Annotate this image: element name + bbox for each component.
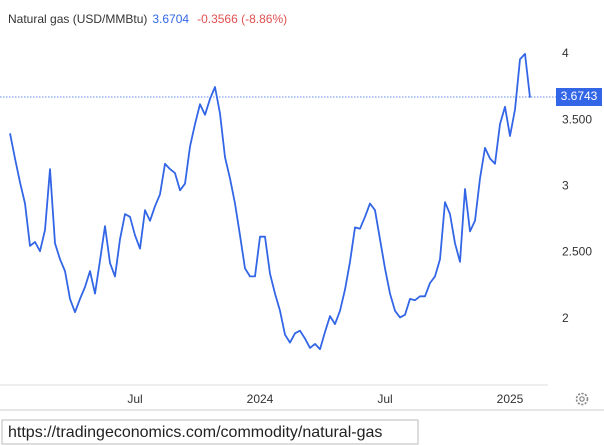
x-tick-label: 2024 <box>247 392 274 406</box>
gear-teeth[interactable] <box>575 392 589 406</box>
source-box <box>1 419 419 445</box>
y-tick-label: 2.500 <box>562 245 592 259</box>
y-tick-label: 3 <box>562 178 569 192</box>
settings-icon[interactable] <box>575 392 589 406</box>
x-tick-label: Jul <box>377 392 392 406</box>
last-price: 3.6704 <box>152 12 189 26</box>
gear-hub[interactable] <box>579 396 585 402</box>
y-tick-label: 4 <box>562 46 569 60</box>
y-tick-label: 3.500 <box>562 112 592 126</box>
x-tick-label: Jul <box>127 392 142 406</box>
last-value-box <box>556 88 602 107</box>
x-tick-label: 2025 <box>497 392 524 406</box>
price-line <box>9 53 531 351</box>
source-url: https://tradingeconomics.com/commodity/n… <box>8 424 382 441</box>
title: Natural gas (USD/MMBtu) <box>8 12 147 26</box>
y-tick-label: 2 <box>562 311 569 325</box>
last-value-label: 3.6743 <box>561 89 598 103</box>
price-change: -0.3566 (-8.86%) <box>197 12 287 26</box>
chart-title: Natural gas (USD/MMBtu) 3.6704 -0.3566 (-8… <box>8 12 287 26</box>
